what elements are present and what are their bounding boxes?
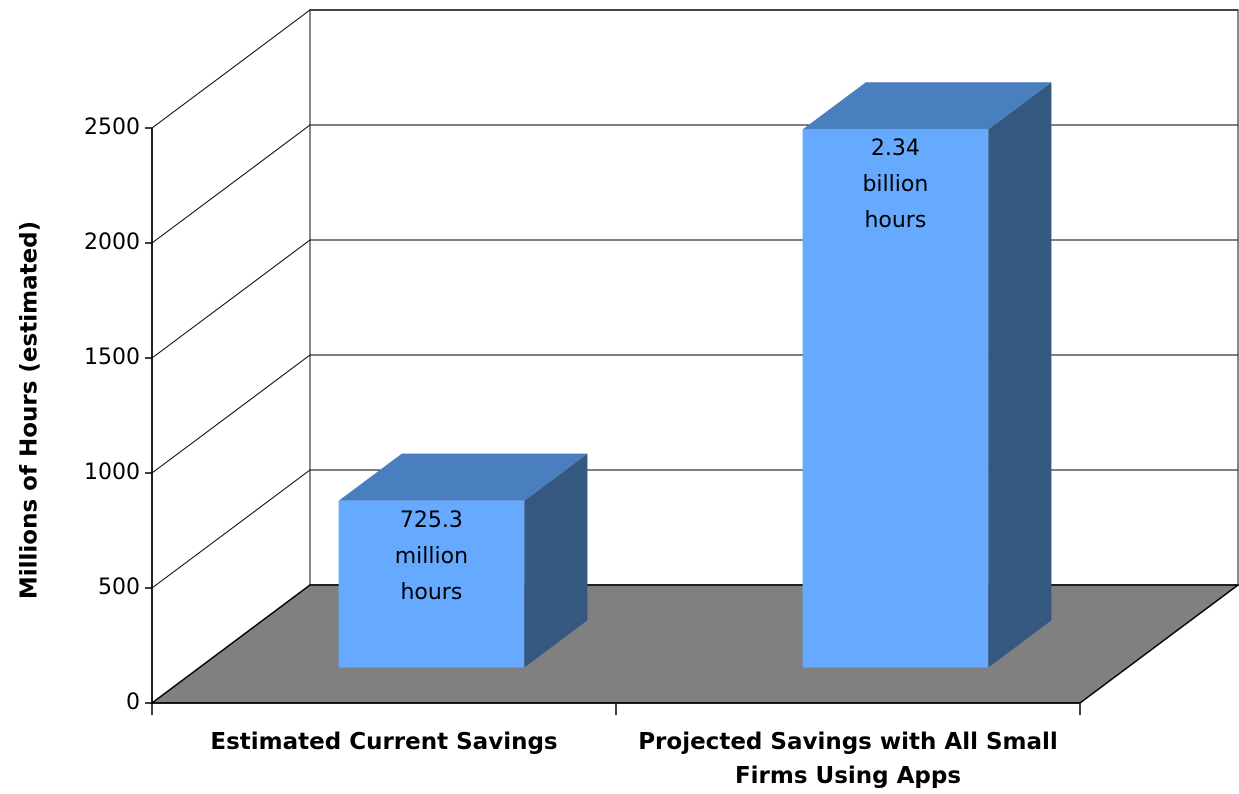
data-label: 725.3 million hours: [394, 507, 469, 605]
y-tick-label: 1500: [84, 345, 140, 370]
grid-line: [151, 9, 1238, 129]
x-tick-label: Projected Savings with All Small Firms U…: [638, 729, 1058, 789]
y-tick-label: 0: [126, 690, 140, 715]
x-tick-label: Estimated Current Savings: [210, 729, 558, 755]
bar: [802, 129, 989, 668]
y-tick-label: 1000: [84, 460, 140, 485]
floor: [149, 584, 1239, 704]
y-tick-label: 500: [98, 575, 140, 600]
bar-top: [338, 453, 588, 501]
bar: [338, 500, 525, 668]
bar-side: [524, 453, 588, 668]
bar-side: [988, 82, 1052, 668]
y-tick-label: 2500: [84, 115, 140, 140]
bar-top: [802, 82, 1052, 130]
y-axis-title: Millions of Hours (estimated): [17, 221, 43, 599]
y-tick-label: 2000: [84, 230, 140, 255]
data-label: 2.34 billion hours: [862, 136, 929, 234]
